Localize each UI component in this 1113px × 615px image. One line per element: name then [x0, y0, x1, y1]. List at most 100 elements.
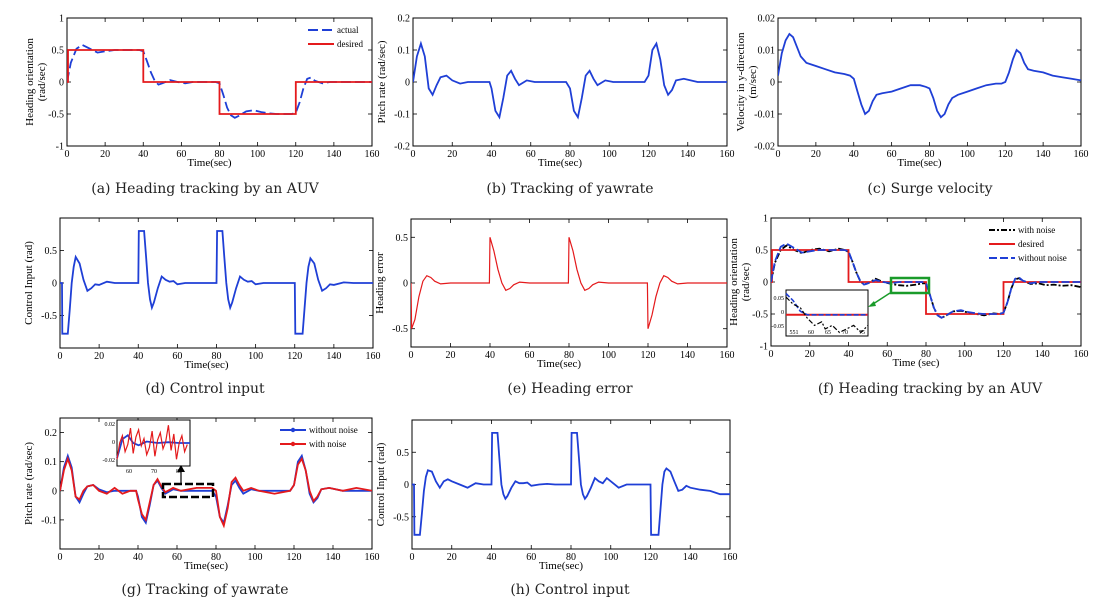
- x-axis-label: Time(sec): [539, 560, 584, 572]
- x-tick-label: 100: [250, 149, 265, 160]
- series-group: [60, 230, 373, 335]
- inset-y-tick-label: -0.02: [103, 458, 116, 464]
- y-tick-label: 0.01: [758, 46, 776, 57]
- inset-y-tick-label: 0.02: [105, 422, 116, 428]
- legend: without noise with noise: [280, 425, 358, 449]
- series-group: [413, 40, 727, 120]
- series-group: [412, 432, 730, 536]
- x-tick-label: 140: [326, 552, 341, 563]
- series-group: [411, 237, 727, 329]
- inset-y-tick-label: 0.05: [774, 296, 785, 302]
- y-tick-label: -0.5: [41, 311, 57, 322]
- x-tick-label: 160: [720, 350, 735, 361]
- x-tick-label: 40: [487, 149, 497, 160]
- x-tick-label: 160: [720, 149, 735, 160]
- y-tick-label: 0.1: [398, 46, 411, 57]
- legend-marker: [290, 427, 296, 433]
- x-tick-label: 40: [133, 351, 143, 362]
- x-tick-label: 140: [326, 149, 341, 160]
- y-tick-label: -1: [56, 142, 64, 153]
- x-tick-label: 20: [811, 149, 821, 160]
- y-tick-label: 0: [770, 78, 775, 89]
- x-tick-label: 160: [1074, 349, 1089, 360]
- x-tick-label: 60: [172, 351, 182, 362]
- y-tick-label: -0.5: [48, 110, 64, 121]
- inset-series-line: [116, 425, 188, 460]
- y-axis-label-line: Control Input (rad): [23, 241, 35, 325]
- x-tick-label: 60: [526, 552, 536, 563]
- x-tick-label: 120: [641, 350, 656, 361]
- x-tick-label: 100: [603, 552, 618, 563]
- series-line-main: [412, 432, 730, 536]
- y-axis-label: Control Input (rad): [23, 241, 35, 325]
- legend-label: actual: [337, 25, 359, 35]
- legend-label: without noise: [1018, 253, 1067, 263]
- y-tick-label: 0.5: [756, 246, 769, 257]
- x-tick-label: 80: [215, 149, 225, 160]
- x-tick-label: 80: [564, 350, 574, 361]
- y-axis-label-line: (rad/sec): [36, 62, 48, 101]
- x-axis-label: Time(sec): [184, 359, 229, 371]
- zoom-box: [889, 276, 931, 295]
- y-tick-label: 0.2: [45, 428, 58, 439]
- y-tick-label: 0.02: [758, 14, 776, 25]
- x-tick-label: 140: [326, 351, 341, 362]
- panel-b: 0 20 40 60 80 100 120 140 160 0.2 0.1 0 -0.1 -0.2 Time…: [376, 14, 735, 198]
- y-axis-label: Velocity in y-direction(m/sec): [735, 32, 759, 131]
- plot-frame: [412, 17, 728, 147]
- x-axis-label: Time (sec): [893, 357, 940, 369]
- y-tick-label: -0.02: [754, 142, 775, 153]
- y-axis-label-line: Control Input (rad): [375, 442, 387, 526]
- x-tick-label: 20: [94, 552, 104, 563]
- y-axis-label: Heading error: [374, 252, 386, 314]
- panel-caption: (h) Control input: [510, 582, 630, 598]
- panel-a: 0 20 40 60 80 100 120 140 160 1 0.5 0 -0.5 -1 Time(sec…: [24, 14, 380, 198]
- y-tick-label: 0: [52, 279, 57, 290]
- y-tick-label: 0: [763, 278, 768, 289]
- y-axis-label-line: Pitch rate (rad/sec): [376, 40, 388, 123]
- x-tick-label: 80: [212, 351, 222, 362]
- y-tick-label: -0.01: [754, 110, 775, 121]
- legend-label: with noise: [309, 439, 346, 449]
- series-line-main: [778, 32, 1081, 119]
- y-tick-label: 0.5: [52, 46, 65, 57]
- y-tick-label: -0.1: [41, 515, 57, 526]
- x-tick-label: 0: [65, 149, 70, 160]
- inset: 551 60 65 70 75 0.05 0 -0.05: [772, 289, 869, 337]
- plot-frame: [59, 417, 373, 550]
- y-axis-label-line: (rad/sec): [740, 262, 752, 301]
- legend-label: without noise: [309, 425, 358, 435]
- x-tick-label: 80: [921, 349, 931, 360]
- x-tick-label: 100: [248, 351, 263, 362]
- x-tick-label: 120: [996, 349, 1011, 360]
- x-tick-label: 140: [683, 552, 698, 563]
- x-axis-label: Time(sec): [538, 157, 583, 169]
- y-axis-label-line: Heading orientation: [24, 38, 36, 126]
- x-axis-label: Time(sec): [537, 358, 582, 370]
- x-tick-label: 80: [925, 149, 935, 160]
- panel-caption: (f) Heading tracking by an AUV: [818, 381, 1043, 397]
- x-tick-label: 120: [643, 552, 658, 563]
- x-axis-label: Time(sec): [897, 157, 942, 169]
- y-tick-label: -0.5: [393, 512, 409, 523]
- series-group: [60, 452, 372, 529]
- y-tick-label: -0.5: [392, 324, 408, 335]
- legend-marker: [290, 441, 296, 447]
- x-tick-label: 140: [1036, 149, 1051, 160]
- series-line-with-noise: [60, 455, 372, 529]
- y-tick-label: 0.5: [397, 448, 410, 459]
- x-tick-label: 20: [100, 149, 110, 160]
- x-axis-label: Time(sec): [184, 560, 229, 572]
- y-axis-label-line: Velocity in y-direction: [735, 32, 747, 131]
- x-tick-label: 60: [525, 350, 535, 361]
- y-axis-label: Pitch rate (rad/sec): [23, 442, 35, 525]
- x-tick-label: 80: [211, 552, 221, 563]
- x-tick-label: 120: [641, 149, 656, 160]
- y-axis-label: Control Input (rad): [375, 442, 387, 526]
- y-axis-label-line: Pitch rate (rad/sec): [23, 442, 35, 525]
- panel-d: 0 20 40 60 80 100 120 140 160 0.5 0 -0.5 Time(sec) Co…: [23, 217, 381, 397]
- x-tick-label: 140: [680, 350, 695, 361]
- x-tick-label: 60: [882, 349, 892, 360]
- panel-g: 0 20 40 60 80 100 120 140 160 0.2 0.1 0 -0.1 Time(sec…: [23, 417, 380, 598]
- inset: 6070800.020-0.02: [103, 419, 191, 475]
